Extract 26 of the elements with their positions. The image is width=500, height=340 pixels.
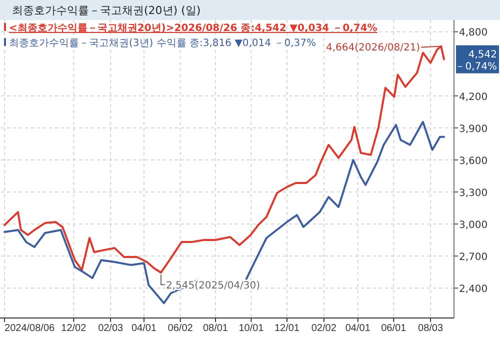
ytick: 4,200 <box>459 92 488 103</box>
value-tag: －0,74% <box>455 61 497 72</box>
legend: 최종호가수익률－국고채권(3년) 수익률 종:3,816 ▼0,014 －0,37% <box>9 38 316 49</box>
ytick: 3,300 <box>459 188 488 199</box>
ytick: 3,000 <box>459 220 488 231</box>
xtick: 12/01 <box>274 323 300 334</box>
xtick: 02/03 <box>98 323 124 334</box>
legend: <최종호가수익률－국고채권20년)>2026/08/26 종:4,542 ▼0,034 －0,74% <box>9 23 378 34</box>
title: 최종호가수익률－국고채권(20년) (일) <box>12 4 201 17</box>
xtick: 06/02 <box>168 323 193 334</box>
xtick: 04/01 <box>345 323 370 334</box>
ytick: 2,700 <box>459 252 488 264</box>
ytick: 3,900 <box>459 124 488 135</box>
xtick: 12/02 <box>61 323 86 334</box>
ytick: 4,800 <box>459 28 488 39</box>
xtick: 02/02 <box>311 323 336 334</box>
value-tag: 4,542 <box>468 49 497 60</box>
ytick: 3,600 <box>459 156 488 167</box>
xtick: 04/01 <box>131 323 156 334</box>
annotation: 4,664(2026/08/21) <box>326 42 420 54</box>
xtick: 06/01 <box>381 323 406 334</box>
xtick: 10/01 <box>238 323 264 334</box>
xtick: 2024/08/06 <box>4 323 55 334</box>
xtick: 08/01 <box>202 323 228 334</box>
xtick: 08/03 <box>418 323 444 334</box>
ytick: 2,400 <box>459 284 488 296</box>
